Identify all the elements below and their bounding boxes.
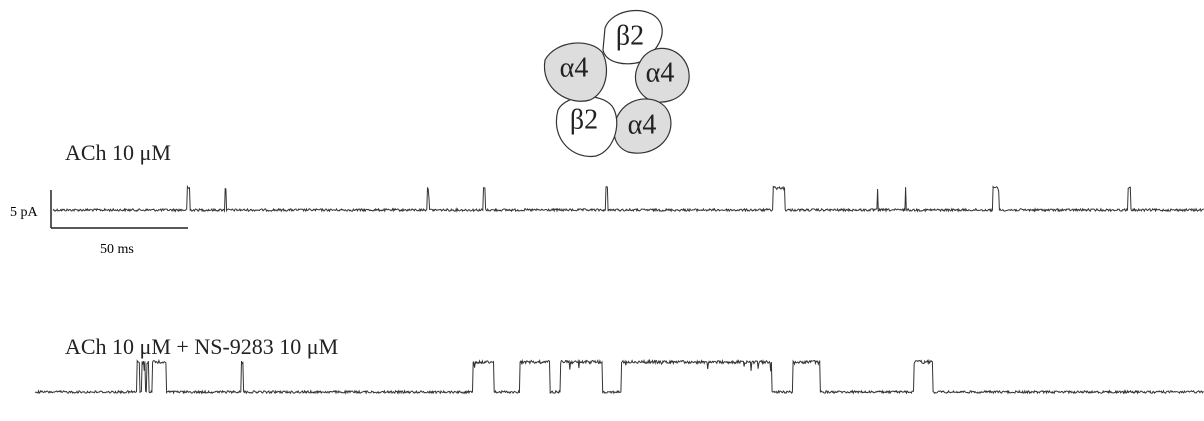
subunit-label: β2	[616, 20, 644, 51]
scale-bar	[50, 190, 188, 229]
subunit-label: β2	[570, 104, 598, 135]
panel-label: ACh 10 μM + NS-9283 10 μM	[65, 334, 338, 359]
subunit-label: α4	[628, 109, 657, 140]
panel-label: ACh 10 μM	[65, 140, 171, 165]
scale-time-label: 50 ms	[100, 242, 134, 257]
subunit-shape	[543, 42, 608, 102]
subunit-shape	[634, 47, 690, 103]
subunit-label: α4	[646, 57, 675, 88]
subunit-shape	[602, 9, 663, 65]
subunit-label: α4	[560, 52, 589, 83]
receptor-diagram	[543, 9, 690, 158]
scale-current-label: 5 pA	[10, 205, 39, 220]
trace	[52, 184, 1204, 213]
trace	[34, 358, 1204, 395]
